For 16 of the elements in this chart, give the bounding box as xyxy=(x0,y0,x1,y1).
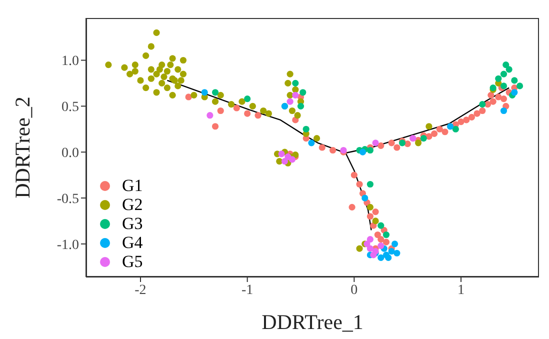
legend-label: G4 xyxy=(122,233,143,252)
x-axis-title: DDRTree_1 xyxy=(262,310,364,334)
x-tick-label: 1 xyxy=(458,282,465,298)
x-tick-label: -1 xyxy=(241,282,254,298)
legend-label: G3 xyxy=(122,214,143,233)
y-tick-label: -1.0 xyxy=(56,238,79,253)
y-tick-label: 1.0 xyxy=(62,54,79,70)
x-tick-label: 0 xyxy=(350,282,358,298)
y-axis-title: DDRTree_2 xyxy=(10,96,34,198)
legend-label: G1 xyxy=(122,176,143,195)
y-tick-label: 0.0 xyxy=(62,146,79,162)
legend-label: G2 xyxy=(122,195,143,214)
y-tick-label: -0.5 xyxy=(56,192,79,207)
y-tick-label: 0.5 xyxy=(62,100,79,116)
x-tick-label: -2 xyxy=(134,282,146,298)
legend-label: G5 xyxy=(122,252,143,271)
